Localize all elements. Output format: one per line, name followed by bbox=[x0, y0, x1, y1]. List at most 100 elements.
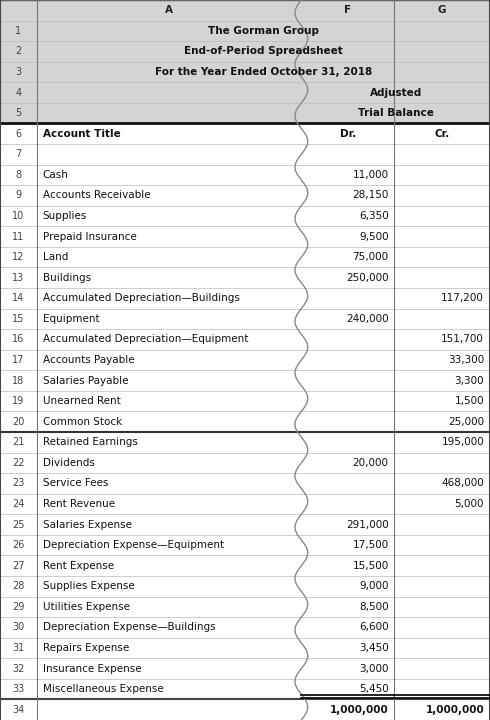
Text: 25: 25 bbox=[12, 520, 24, 530]
Text: Accounts Payable: Accounts Payable bbox=[43, 355, 134, 365]
Text: A: A bbox=[165, 5, 173, 15]
Text: 28: 28 bbox=[12, 581, 24, 591]
Text: 5,450: 5,450 bbox=[359, 684, 389, 694]
Text: Equipment: Equipment bbox=[43, 314, 99, 324]
Text: 12: 12 bbox=[12, 252, 24, 262]
Text: G: G bbox=[438, 5, 446, 15]
Text: 5: 5 bbox=[15, 108, 22, 118]
Text: Salaries Payable: Salaries Payable bbox=[43, 376, 128, 386]
Text: 4: 4 bbox=[15, 88, 22, 98]
Text: Common Stock: Common Stock bbox=[43, 417, 122, 427]
Text: Cash: Cash bbox=[43, 170, 69, 180]
Text: 20: 20 bbox=[12, 417, 24, 427]
Text: Insurance Expense: Insurance Expense bbox=[43, 664, 141, 674]
Text: 9,000: 9,000 bbox=[359, 581, 389, 591]
Text: Rent Expense: Rent Expense bbox=[43, 561, 114, 571]
Text: Repairs Expense: Repairs Expense bbox=[43, 643, 129, 653]
Text: 6: 6 bbox=[15, 129, 22, 139]
Text: 33: 33 bbox=[12, 684, 24, 694]
Text: 9: 9 bbox=[15, 190, 22, 200]
Text: 20,000: 20,000 bbox=[353, 458, 389, 468]
Text: Depreciation Expense—Buildings: Depreciation Expense—Buildings bbox=[43, 622, 215, 632]
Text: 22: 22 bbox=[12, 458, 24, 468]
Bar bbox=[0, 123, 490, 720]
Text: Supplies: Supplies bbox=[43, 211, 87, 221]
Text: 23: 23 bbox=[12, 478, 24, 488]
Text: 30: 30 bbox=[12, 622, 24, 632]
Text: 6,350: 6,350 bbox=[359, 211, 389, 221]
Text: 6,600: 6,600 bbox=[359, 622, 389, 632]
Text: 11: 11 bbox=[12, 232, 24, 242]
Text: 11,000: 11,000 bbox=[352, 170, 389, 180]
Text: Utilities Expense: Utilities Expense bbox=[43, 602, 130, 612]
Text: Cr.: Cr. bbox=[435, 129, 450, 139]
Text: 16: 16 bbox=[12, 334, 24, 344]
Text: 26: 26 bbox=[12, 540, 24, 550]
Text: Dividends: Dividends bbox=[43, 458, 95, 468]
Text: 28,150: 28,150 bbox=[352, 190, 389, 200]
Text: Trial Balance: Trial Balance bbox=[358, 108, 434, 118]
Text: 24: 24 bbox=[12, 499, 24, 509]
Text: 1: 1 bbox=[15, 26, 22, 36]
Text: For the Year Ended October 31, 2018: For the Year Ended October 31, 2018 bbox=[155, 67, 372, 77]
Text: 1,000,000: 1,000,000 bbox=[330, 705, 389, 715]
Text: 27: 27 bbox=[12, 561, 24, 571]
Text: Accumulated Depreciation—Equipment: Accumulated Depreciation—Equipment bbox=[43, 334, 248, 344]
Text: 117,200: 117,200 bbox=[441, 293, 484, 303]
Text: 3,450: 3,450 bbox=[359, 643, 389, 653]
Text: 3,300: 3,300 bbox=[455, 376, 484, 386]
Text: 15,500: 15,500 bbox=[352, 561, 389, 571]
Text: 3,000: 3,000 bbox=[359, 664, 389, 674]
Text: 195,000: 195,000 bbox=[441, 437, 484, 447]
Text: 33,300: 33,300 bbox=[448, 355, 484, 365]
Text: 17: 17 bbox=[12, 355, 24, 365]
Text: 34: 34 bbox=[12, 705, 24, 715]
Text: Miscellaneous Expense: Miscellaneous Expense bbox=[43, 684, 163, 694]
Text: 5,000: 5,000 bbox=[455, 499, 484, 509]
Text: End-of-Period Spreadsheet: End-of-Period Spreadsheet bbox=[184, 46, 343, 56]
Text: 25,000: 25,000 bbox=[448, 417, 484, 427]
Text: Depreciation Expense—Equipment: Depreciation Expense—Equipment bbox=[43, 540, 224, 550]
Text: Prepaid Insurance: Prepaid Insurance bbox=[43, 232, 136, 242]
Text: 151,700: 151,700 bbox=[441, 334, 484, 344]
Text: 13: 13 bbox=[12, 273, 24, 283]
Text: Accumulated Depreciation—Buildings: Accumulated Depreciation—Buildings bbox=[43, 293, 240, 303]
Text: 8: 8 bbox=[15, 170, 22, 180]
Text: 17,500: 17,500 bbox=[352, 540, 389, 550]
Text: F: F bbox=[344, 5, 351, 15]
Text: Buildings: Buildings bbox=[43, 273, 91, 283]
Text: 1,500: 1,500 bbox=[455, 396, 484, 406]
Text: 32: 32 bbox=[12, 664, 24, 674]
Text: 468,000: 468,000 bbox=[441, 478, 484, 488]
Text: 3: 3 bbox=[15, 67, 22, 77]
Text: 29: 29 bbox=[12, 602, 24, 612]
Text: 15: 15 bbox=[12, 314, 24, 324]
Text: The Gorman Group: The Gorman Group bbox=[208, 26, 319, 36]
Text: 240,000: 240,000 bbox=[346, 314, 389, 324]
Text: 8,500: 8,500 bbox=[359, 602, 389, 612]
Text: 9,500: 9,500 bbox=[359, 232, 389, 242]
Text: Retained Earnings: Retained Earnings bbox=[43, 437, 138, 447]
Text: 75,000: 75,000 bbox=[352, 252, 389, 262]
Bar bbox=[0, 0, 490, 123]
Text: 250,000: 250,000 bbox=[346, 273, 389, 283]
Text: 10: 10 bbox=[12, 211, 24, 221]
Text: Account Title: Account Title bbox=[43, 129, 121, 139]
Text: Salaries Expense: Salaries Expense bbox=[43, 520, 132, 530]
Text: Land: Land bbox=[43, 252, 68, 262]
Text: 19: 19 bbox=[12, 396, 24, 406]
Text: 2: 2 bbox=[15, 46, 22, 56]
Text: Dr.: Dr. bbox=[340, 129, 356, 139]
Text: 31: 31 bbox=[12, 643, 24, 653]
Text: Adjusted: Adjusted bbox=[369, 88, 422, 98]
Text: 18: 18 bbox=[12, 376, 24, 386]
Text: 14: 14 bbox=[12, 293, 24, 303]
Text: 7: 7 bbox=[15, 149, 22, 159]
Text: Service Fees: Service Fees bbox=[43, 478, 108, 488]
Text: Unearned Rent: Unearned Rent bbox=[43, 396, 121, 406]
Text: 291,000: 291,000 bbox=[346, 520, 389, 530]
Text: Accounts Receivable: Accounts Receivable bbox=[43, 190, 150, 200]
Text: 1,000,000: 1,000,000 bbox=[425, 705, 484, 715]
Text: Rent Revenue: Rent Revenue bbox=[43, 499, 115, 509]
Text: Supplies Expense: Supplies Expense bbox=[43, 581, 134, 591]
